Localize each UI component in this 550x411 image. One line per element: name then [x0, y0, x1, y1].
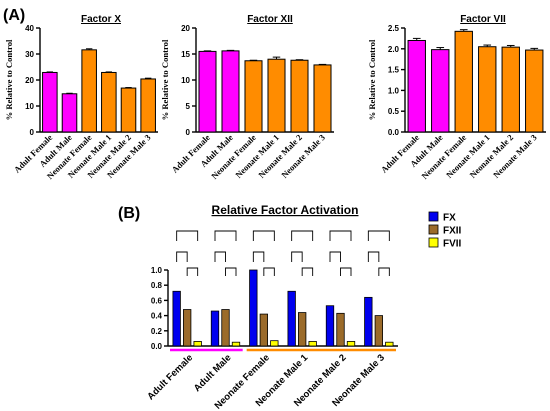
legend-label: FVII	[443, 239, 462, 250]
bar-fxii	[259, 313, 268, 347]
bar-fvii	[308, 341, 317, 347]
comparison-bracket	[176, 230, 199, 241]
bar	[501, 46, 520, 133]
bar-fx	[325, 305, 335, 347]
bar	[244, 60, 263, 133]
y-tick-label: 1.0	[151, 266, 163, 275]
chart-title: Factor VII	[460, 14, 506, 25]
comparison-bracket	[186, 267, 199, 276]
comparison-bracket	[291, 251, 303, 262]
bar	[120, 87, 137, 133]
bar	[101, 71, 117, 133]
legend-label: FXII	[443, 226, 462, 237]
y-tick-label: 40	[25, 24, 34, 33]
bar-fxii	[298, 312, 307, 347]
legend-label: FX	[443, 213, 456, 224]
bar	[431, 49, 450, 133]
y-tick-label: 2.0	[388, 45, 400, 54]
bar-fvii	[231, 341, 241, 347]
comparison-bracket	[329, 230, 352, 241]
bar	[42, 71, 58, 133]
bar-fxii	[374, 315, 383, 347]
y-tick-label: 20	[25, 76, 34, 85]
bar-fxii	[183, 309, 192, 347]
legend-swatch	[428, 211, 439, 222]
y-tick-label: 15	[181, 50, 190, 59]
relative-factor-activation-chart: Relative Factor Activation 0.0 0.2 0.4 0.6 0.…	[145, 203, 461, 411]
bar	[267, 58, 286, 133]
legend-swatch	[428, 224, 439, 235]
bar-fvii	[193, 341, 202, 347]
comparison-bracket	[329, 251, 341, 262]
comparison-bracket	[176, 251, 188, 262]
comparison-bracket	[340, 267, 352, 276]
bar-fx	[210, 310, 220, 347]
y-tick-label: 1.5	[388, 66, 400, 75]
y-tick-label: 2.5	[388, 24, 400, 33]
bar-fvii	[385, 341, 394, 347]
chart-title: Relative Factor Activation	[212, 203, 359, 217]
y-tick-label: 1.0	[388, 86, 400, 95]
y-tick-label: 0.5	[388, 107, 400, 116]
bar-fxii	[336, 312, 345, 347]
bar-fvii	[270, 340, 279, 347]
y-axis-label: % Relative to Control	[4, 39, 14, 120]
chart-title: Factor XII	[247, 14, 293, 25]
y-tick-label: 0	[30, 128, 35, 137]
y-tick-label: 0.2	[151, 327, 163, 336]
comparison-bracket	[301, 267, 314, 276]
bar	[313, 64, 332, 133]
comparison-bracket	[225, 267, 237, 276]
comparison-bracket	[378, 267, 390, 276]
bar-fxii	[221, 309, 230, 347]
bar-fx	[364, 296, 373, 347]
bar	[198, 50, 217, 133]
y-tick-label: 20	[181, 24, 190, 33]
bar-fx	[287, 290, 296, 347]
comparison-bracket	[214, 251, 226, 262]
y-tick-label: 5	[186, 102, 191, 111]
comparison-bracket	[263, 267, 275, 276]
x-tick-label: Adult Female	[145, 352, 195, 402]
comparison-bracket	[367, 251, 380, 262]
y-tick-label: 0.0	[151, 342, 163, 351]
y-tick-label: 0.0	[388, 128, 400, 137]
y-axis-label: % Relative to Control	[160, 39, 170, 120]
y-tick-label: 0.6	[151, 296, 163, 305]
bar	[140, 78, 156, 133]
y-tick-label: 10	[25, 102, 34, 111]
factor-vii-chart: Factor VII % Relative to Control 0.0 0.5 1.0…	[367, 14, 546, 181]
comparison-bracket	[252, 251, 265, 262]
chart-title: Factor X	[81, 14, 121, 25]
panel-b-label: (B)	[118, 205, 140, 222]
y-axis-label: % Relative to Control	[367, 39, 377, 120]
comparison-bracket	[252, 230, 275, 241]
comparison-bracket	[291, 230, 314, 241]
bar-fvii	[346, 341, 356, 347]
bar-fx	[249, 269, 258, 347]
y-tick-label: 10	[181, 76, 190, 85]
bar	[61, 93, 78, 133]
bar	[407, 39, 426, 133]
legend-swatch	[428, 237, 439, 248]
y-tick-label: 0	[186, 128, 191, 137]
bar	[221, 50, 240, 133]
bar	[478, 46, 497, 133]
panel-a-label: (A)	[3, 7, 25, 24]
bar	[290, 59, 309, 133]
y-tick-label: 0.4	[151, 312, 163, 321]
bar	[81, 49, 97, 133]
bar	[525, 49, 544, 133]
comparison-bracket	[367, 230, 390, 241]
y-tick-label: 30	[25, 50, 34, 59]
bar	[454, 30, 473, 133]
comparison-bracket	[214, 230, 237, 241]
factor-x-chart: Factor X% Relative to Control010203040Ad…	[4, 14, 158, 181]
factor-xii-chart: Factor XII% Relative to Control05101520A…	[160, 14, 334, 181]
y-tick-label: 0.8	[151, 281, 163, 290]
bar-fx	[172, 290, 181, 347]
